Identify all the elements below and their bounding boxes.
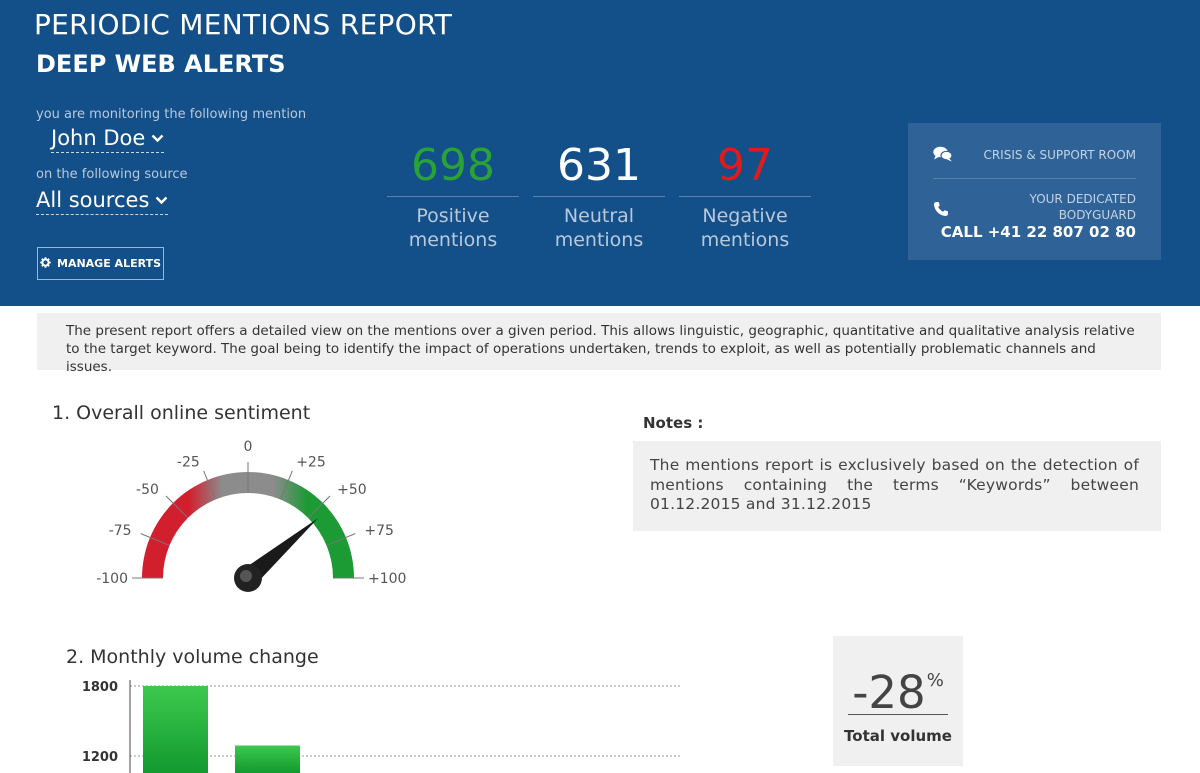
gauge-tick-label: -25 [177, 455, 200, 471]
chart-bar [143, 686, 208, 773]
report-title: PERIODIC MENTIONS REPORT [34, 8, 453, 41]
gauge-tick [165, 495, 189, 519]
gauge-arc [142, 472, 354, 578]
phone-icon [933, 201, 949, 221]
manage-alerts-button[interactable]: MANAGE ALERTS [37, 247, 164, 280]
chevron-down-icon [151, 129, 164, 147]
bodyguard-label: YOUR DEDICATED BODYGUARD [1029, 192, 1136, 222]
bodyguard-contact: YOUR DEDICATED BODYGUARD CALL +41 22 807… [933, 179, 1136, 259]
gauge-tick [140, 533, 170, 546]
chart-bar [235, 745, 300, 773]
crisis-support-label: CRISIS & SUPPORT ROOM [983, 148, 1136, 162]
manage-alerts-label: MANAGE ALERTS [57, 257, 161, 270]
neutral-mentions-count: 631 [533, 138, 665, 197]
report-intro: The present report offers a detailed vie… [37, 313, 1161, 375]
gauge-tick-label: -50 [136, 482, 159, 498]
negative-mentions-stat: 97 Negative mentions [679, 138, 811, 252]
positive-mentions-count: 698 [387, 138, 519, 197]
chart-y-tick-label: 1800 [82, 680, 118, 695]
notes-text: The mentions report is exclusively based… [633, 441, 1161, 531]
source-dropdown-value: All sources [36, 188, 150, 212]
report-header: PERIODIC MENTIONS REPORT DEEP WEB ALERTS… [0, 0, 1200, 306]
chart-grid: 1800 1200 [82, 680, 680, 765]
volume-section-title: 2. Monthly volume change [66, 645, 319, 668]
chat-bubbles-icon [933, 146, 953, 166]
bodyguard-phone-link[interactable]: CALL +41 22 807 02 80 [940, 223, 1136, 241]
gauge-needle-pointer [241, 518, 318, 586]
sentiment-section-title: 1. Overall online sentiment [52, 401, 311, 424]
gauge-tick [280, 470, 293, 500]
total-volume-value: -28% [848, 652, 948, 719]
gauge-tick [203, 470, 216, 500]
negative-mentions-count: 97 [679, 138, 811, 197]
monthly-volume-chart: 1800 1200 [82, 680, 680, 773]
chevron-down-icon [155, 191, 168, 209]
source-caption: on the following source [36, 167, 188, 182]
gauge-needle [234, 518, 318, 592]
positive-mentions-label: Positive mentions [408, 205, 498, 251]
mention-dropdown-value: John Doe [51, 126, 146, 150]
gauge-tick [307, 495, 331, 519]
total-volume-card: -28% Total volume [833, 636, 963, 766]
neutral-mentions-stat: 631 Neutral mentions [533, 138, 665, 252]
chart-bars [143, 686, 300, 773]
sentiment-gauge: -100 -75 -50 -25 0 +25 +50 +75 +100 [96, 439, 406, 592]
chart-y-tick-label: 1200 [82, 750, 118, 765]
mention-caption: you are monitoring the following mention [36, 107, 307, 122]
gauge-tick-label: +50 [337, 482, 367, 498]
gauge-tick [326, 533, 356, 546]
positive-mentions-stat: 698 Positive mentions [387, 138, 519, 252]
total-volume-label: Total volume [844, 727, 952, 745]
total-volume-number: -28 [852, 666, 926, 719]
support-panel: CRISIS & SUPPORT ROOM YOUR DEDICATED BOD… [908, 123, 1161, 260]
total-volume-unit: % [926, 670, 944, 691]
gauge-needle-hub-highlight [240, 570, 252, 582]
source-dropdown[interactable]: All sources [36, 188, 169, 215]
crisis-support-link[interactable]: CRISIS & SUPPORT ROOM [933, 123, 1136, 179]
report-subtitle: DEEP WEB ALERTS [36, 50, 286, 78]
gauge-tick-label: -75 [109, 523, 132, 539]
gear-icon [40, 256, 51, 271]
notes-title: Notes : [643, 414, 704, 432]
gauge-tick-label: 0 [244, 439, 253, 455]
gauge-tick-label: +75 [364, 523, 394, 539]
neutral-mentions-label: Neutral mentions [554, 205, 644, 251]
gauge-tick-label: +25 [296, 455, 326, 471]
gauge-tick-label: -100 [96, 571, 128, 587]
negative-mentions-label: Negative mentions [700, 205, 790, 251]
gauge-ticks: -100 -75 -50 -25 0 +25 +50 +75 +100 [96, 439, 406, 587]
gauge-tick-label: +100 [368, 571, 406, 587]
mention-dropdown[interactable]: John Doe [51, 126, 165, 153]
